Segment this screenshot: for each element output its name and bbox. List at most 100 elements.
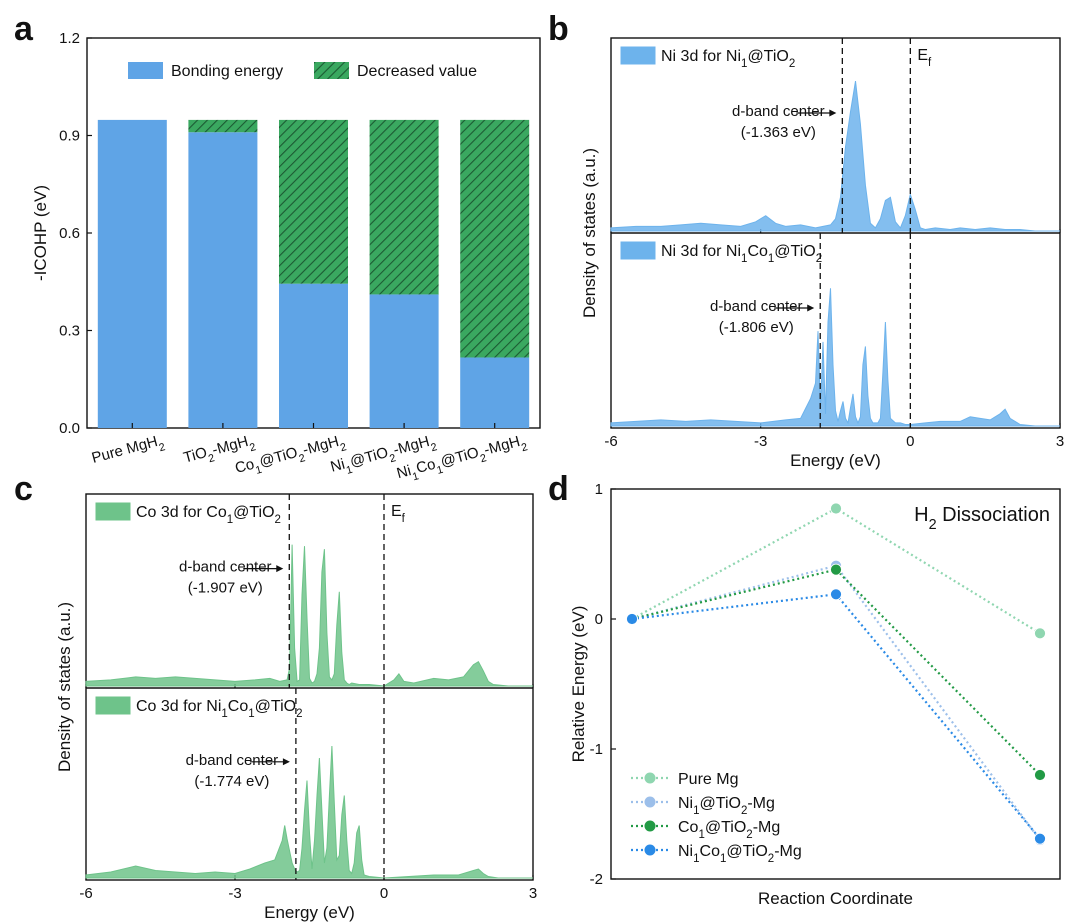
series-point-2 <box>830 563 842 576</box>
legend-label-part-1: 1 <box>227 514 233 526</box>
x-category-label-part-5: 2 <box>339 441 348 454</box>
annotation-arrowhead <box>829 109 837 117</box>
legend-label: Pure Mg <box>678 771 738 788</box>
legend-label-part-3: 1 <box>720 853 726 865</box>
legend-label-part-0: Co <box>678 819 699 836</box>
legend-label-part-4: @TiO <box>774 243 815 260</box>
series-line-3 <box>631 593 1041 840</box>
legend-label: Ni 3d for Ni1@TiO2 <box>661 48 795 70</box>
x-category-label-part-3: 1 <box>436 464 445 477</box>
legend-label-part-4: -Mg <box>753 819 781 836</box>
legend-label-part-2: @TiO <box>747 48 788 65</box>
fermi-level-label: Ef <box>917 47 932 69</box>
x-axis-title: Energy (eV) <box>264 903 355 922</box>
series-point-0 <box>1034 627 1046 640</box>
x-tick-label: 0 <box>380 885 388 902</box>
d-band-center-label: d-band center <box>179 559 272 576</box>
x-axis-title: Reaction Coordinate <box>758 889 913 908</box>
x-category-label: Co1@TiO2-MgH2 <box>233 431 348 481</box>
legend-swatch <box>620 46 656 65</box>
y-tick-label: 1.2 <box>59 30 80 47</box>
legend-swatch-bonding <box>128 62 163 79</box>
x-axis-title: Energy (eV) <box>790 451 881 470</box>
x-category-label-part-3: 2 <box>388 452 397 465</box>
legend-label-part-6: -Mg <box>774 843 802 860</box>
dos-area-0 <box>610 81 1060 232</box>
x-category-label-part-3: 2 <box>248 441 257 454</box>
legend-label-part-2: @TiO <box>700 795 741 812</box>
x-tick-label: -3 <box>754 433 767 450</box>
legend-label: Ni1Co1@TiO2-Mg <box>678 843 802 865</box>
x-category-label-part-3: 2 <box>298 452 307 465</box>
legend-marker <box>644 820 656 832</box>
bar-decreased-value <box>460 119 530 358</box>
x-category-label-part-4: @TiO <box>439 444 481 470</box>
legend-marker <box>644 772 656 784</box>
legend-label-part-0: Co 3d for Ni <box>136 698 221 715</box>
legend-label-part-5: 2 <box>296 708 302 720</box>
legend-label: Ni1@TiO2-Mg <box>678 795 775 817</box>
d-band-center-value: (-1.774 eV) <box>194 773 269 790</box>
legend-label-decreased: Decreased value <box>357 63 477 80</box>
legend-label-bonding: Bonding energy <box>171 63 283 80</box>
annotation-arrowhead <box>276 565 284 573</box>
series-point-3 <box>626 613 638 625</box>
legend-label-part-3: 1 <box>768 253 774 265</box>
fermi-sub: f <box>402 513 406 525</box>
series-line-1 <box>631 564 1041 841</box>
legend-label-part-1: 1 <box>741 58 747 70</box>
y-axis-title: Relative Energy (eV) <box>569 606 588 763</box>
legend-swatch <box>620 241 656 260</box>
bar-decreased-value <box>188 119 258 133</box>
panel-letter-a: a <box>14 10 34 48</box>
legend-label-part-5: 2 <box>816 253 822 265</box>
legend-label: Co1@TiO2-Mg <box>678 819 780 841</box>
plot-frame <box>610 488 1061 880</box>
x-tick-label: 0 <box>906 433 914 450</box>
fermi-sub: f <box>928 57 932 69</box>
bar-decreased-value <box>279 119 348 284</box>
y-tick-label: 1 <box>595 481 603 498</box>
x-category-label-part-2: Co <box>414 456 437 477</box>
dos-area-0 <box>85 544 533 687</box>
legend-label-part-2: Co <box>700 843 721 860</box>
chart-title-part-2: Dissociation <box>937 504 1050 526</box>
legend-label-part-1: 1 <box>221 708 227 720</box>
panel-letter-b: b <box>548 10 569 48</box>
y-tick-label: 0.3 <box>59 323 80 340</box>
x-category-label-part-1: 2 <box>158 441 167 454</box>
legend-label-part-3: 2 <box>275 514 281 526</box>
x-category-label-part-4: -MgH <box>392 433 432 459</box>
legend-label-part-0: Co 3d for Co <box>136 504 227 521</box>
legend-label-part-0: Ni <box>678 795 693 812</box>
bar-bonding-energy <box>369 294 439 428</box>
y-axis-title: -ICOHP (eV) <box>31 185 50 281</box>
chart-title-part-0: H <box>914 504 928 526</box>
bar-bonding-energy <box>460 357 530 428</box>
panel-b-dos-chart: -6 -3 0 3 Energy (eV) Density of states (a.u.… <box>580 37 1064 470</box>
chart-title: H2 Dissociation <box>914 504 1050 533</box>
legend-label-part-3: 2 <box>746 829 752 841</box>
legend-label-part-2: @TiO <box>233 504 274 521</box>
legend-label-part-2: Co <box>228 698 249 715</box>
d-band-center-value: (-1.907 eV) <box>188 580 263 597</box>
legend-swatch <box>95 696 131 715</box>
panel-a-bar-chart: 0.00.30.60.91.2-ICOHP (eV)Pure MgH2 TiO2-… <box>31 30 541 483</box>
legend-swatch <box>95 502 131 521</box>
y-tick-label: 0 <box>595 611 603 628</box>
annotation-arrowhead <box>807 304 815 312</box>
d-band-center-value: (-1.806 eV) <box>719 319 794 336</box>
legend-label-part-1: 1 <box>698 829 704 841</box>
panel-letter-d: d <box>548 470 569 508</box>
legend-label: Co 3d for Ni1Co1@TiO2 <box>136 698 302 720</box>
legend-label-part-1: 1 <box>741 253 747 265</box>
legend-label-part-4: @TiO <box>255 698 296 715</box>
legend-label-part-2: Co <box>747 243 768 260</box>
x-tick-label: 3 <box>1056 433 1064 450</box>
legend-label-part-3: 1 <box>248 708 254 720</box>
d-band-center-label: d-band center <box>186 752 279 769</box>
y-axis-title: Density of states (a.u.) <box>580 148 599 318</box>
series-point-0 <box>830 502 842 515</box>
legend-label-part-5: 2 <box>768 853 774 865</box>
